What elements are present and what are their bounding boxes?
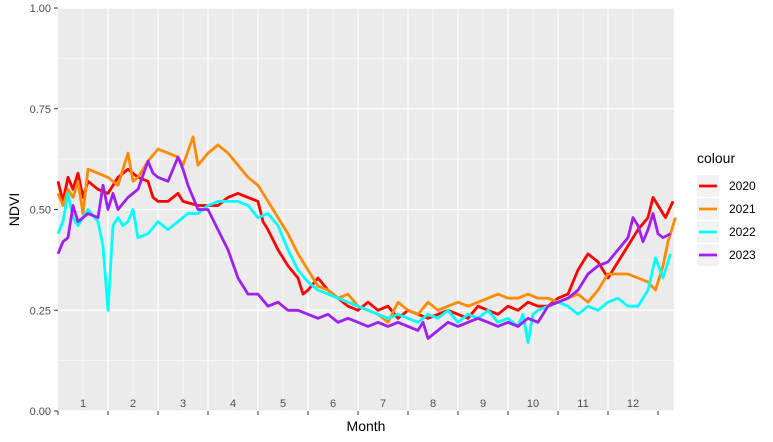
- y-tick-label: 0.25: [30, 305, 51, 317]
- x-axis: 1 2 3 4 5 6 7 8 9 10 11 12: [57, 398, 659, 415]
- x-tick-label: 7: [380, 398, 386, 410]
- x-tick-label: 12: [627, 398, 639, 410]
- legend-title: colour: [697, 150, 735, 166]
- x-tick-label: 3: [180, 398, 186, 410]
- series-lines: [56, 135, 677, 344]
- x-tick-label: 4: [230, 398, 236, 410]
- x-tick-label: 10: [527, 398, 539, 410]
- series-line-2023: [56, 155, 672, 340]
- y-tick-label: 0.75: [30, 104, 51, 116]
- x-tick-label: 5: [280, 398, 286, 410]
- legend-label-2021: 2021: [729, 202, 756, 216]
- x-tick-label: 8: [430, 398, 436, 410]
- legend-label-2020: 2020: [729, 179, 756, 193]
- y-axis: 0.00 0.25 0.50 0.75 1.00: [30, 3, 58, 418]
- x-tick-label: 9: [480, 398, 486, 410]
- y-tick-label: 0.50: [30, 205, 51, 217]
- legend-label-2022: 2022: [729, 225, 756, 239]
- legend: colour 2020 2021 2022 2023: [697, 150, 756, 266]
- series-line-2021: [56, 135, 677, 324]
- legend-label-2023: 2023: [729, 248, 756, 262]
- x-axis-title: Month: [347, 418, 386, 434]
- y-tick-label: 0.00: [30, 406, 51, 418]
- y-tick-label: 1.00: [30, 3, 51, 15]
- x-tick-label: 6: [330, 398, 336, 410]
- x-tick-label: 1: [80, 398, 86, 410]
- x-tick-label: 2: [130, 398, 136, 410]
- x-tick-label: 11: [577, 398, 588, 410]
- y-axis-title: NDVI: [6, 193, 22, 226]
